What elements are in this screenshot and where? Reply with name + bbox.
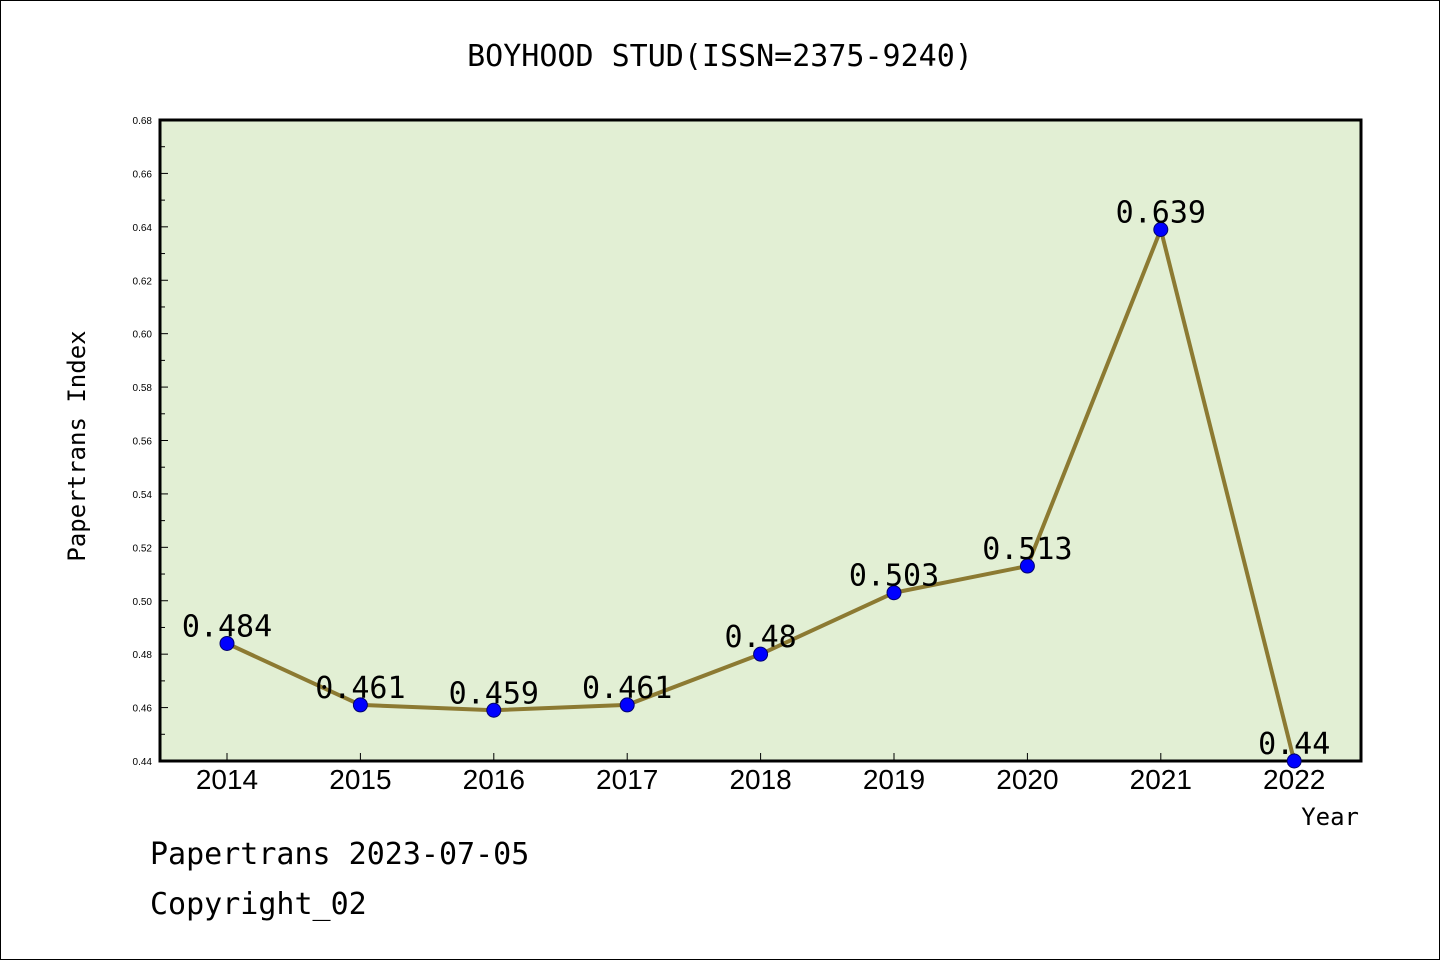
data-label: 0.503 [849,559,939,594]
y-tick-label: 0.62 [133,276,153,287]
data-point [1019,558,1035,574]
x-tick-label: 2020 [996,764,1058,795]
data-label: 0.44 [1258,727,1330,762]
x-tick-label: 2018 [729,764,791,795]
data-label: 0.513 [982,532,1072,567]
footer-date: Papertrans 2023-07-05 [150,837,529,872]
x-tick-label: 2016 [463,764,525,795]
x-tick-label: 2017 [596,764,658,795]
x-axis-label: Year [1301,803,1359,831]
data-label: 0.639 [1116,196,1206,231]
y-tick-label: 0.44 [133,757,153,768]
data-label: 0.484 [182,609,272,644]
data-point [219,635,235,651]
y-tick-label: 0.66 [133,169,153,180]
series-layer [219,222,1302,769]
x-tick-label: 2022 [1263,764,1325,795]
footer-copyright: Copyright_02 [150,887,367,922]
data-point [619,697,635,713]
x-tick-label: 2015 [329,764,391,795]
x-tick-label: 2014 [196,764,258,795]
y-axis-ticks: 0.44 0.46 0.48 0.50 0.52 0.54 0.56 0.58 0.60 0.62… [133,116,168,768]
y-tick-label: 0.54 [133,490,153,501]
x-axis-ticks: 2014 2015 2016 2017 2018 2019 2020 2021 2022 [196,753,1325,795]
y-axis-label: Papertrans Index [63,330,91,561]
data-label: 0.48 [724,620,796,655]
y-tick-label: 0.58 [133,383,153,394]
y-tick-label: 0.46 [133,704,153,715]
data-label: 0.459 [449,676,539,711]
data-point [352,697,368,713]
data-point [1153,222,1169,238]
y-tick-label: 0.50 [133,597,153,608]
y-tick-label: 0.64 [133,223,153,234]
data-point [886,585,902,601]
x-tick-label: 2021 [1130,764,1192,795]
data-point [486,702,502,718]
y-tick-label: 0.56 [133,437,153,448]
y-tick-label: 0.60 [133,330,153,341]
data-point [1286,753,1302,769]
chart-title: BOYHOOD STUD(ISSN=2375-9240) [467,39,973,74]
data-label: 0.461 [315,671,405,706]
data-point [753,646,769,662]
y-tick-label: 0.52 [133,543,153,554]
data-label: 0.461 [582,671,672,706]
data-labels-layer: 0.484 0.461 0.459 0.461 0.48 0.503 0.513 0.639 0… [182,196,1330,762]
x-tick-label: 2019 [863,764,925,795]
y-tick-label: 0.48 [133,650,153,661]
y-tick-label: 0.68 [133,116,153,127]
